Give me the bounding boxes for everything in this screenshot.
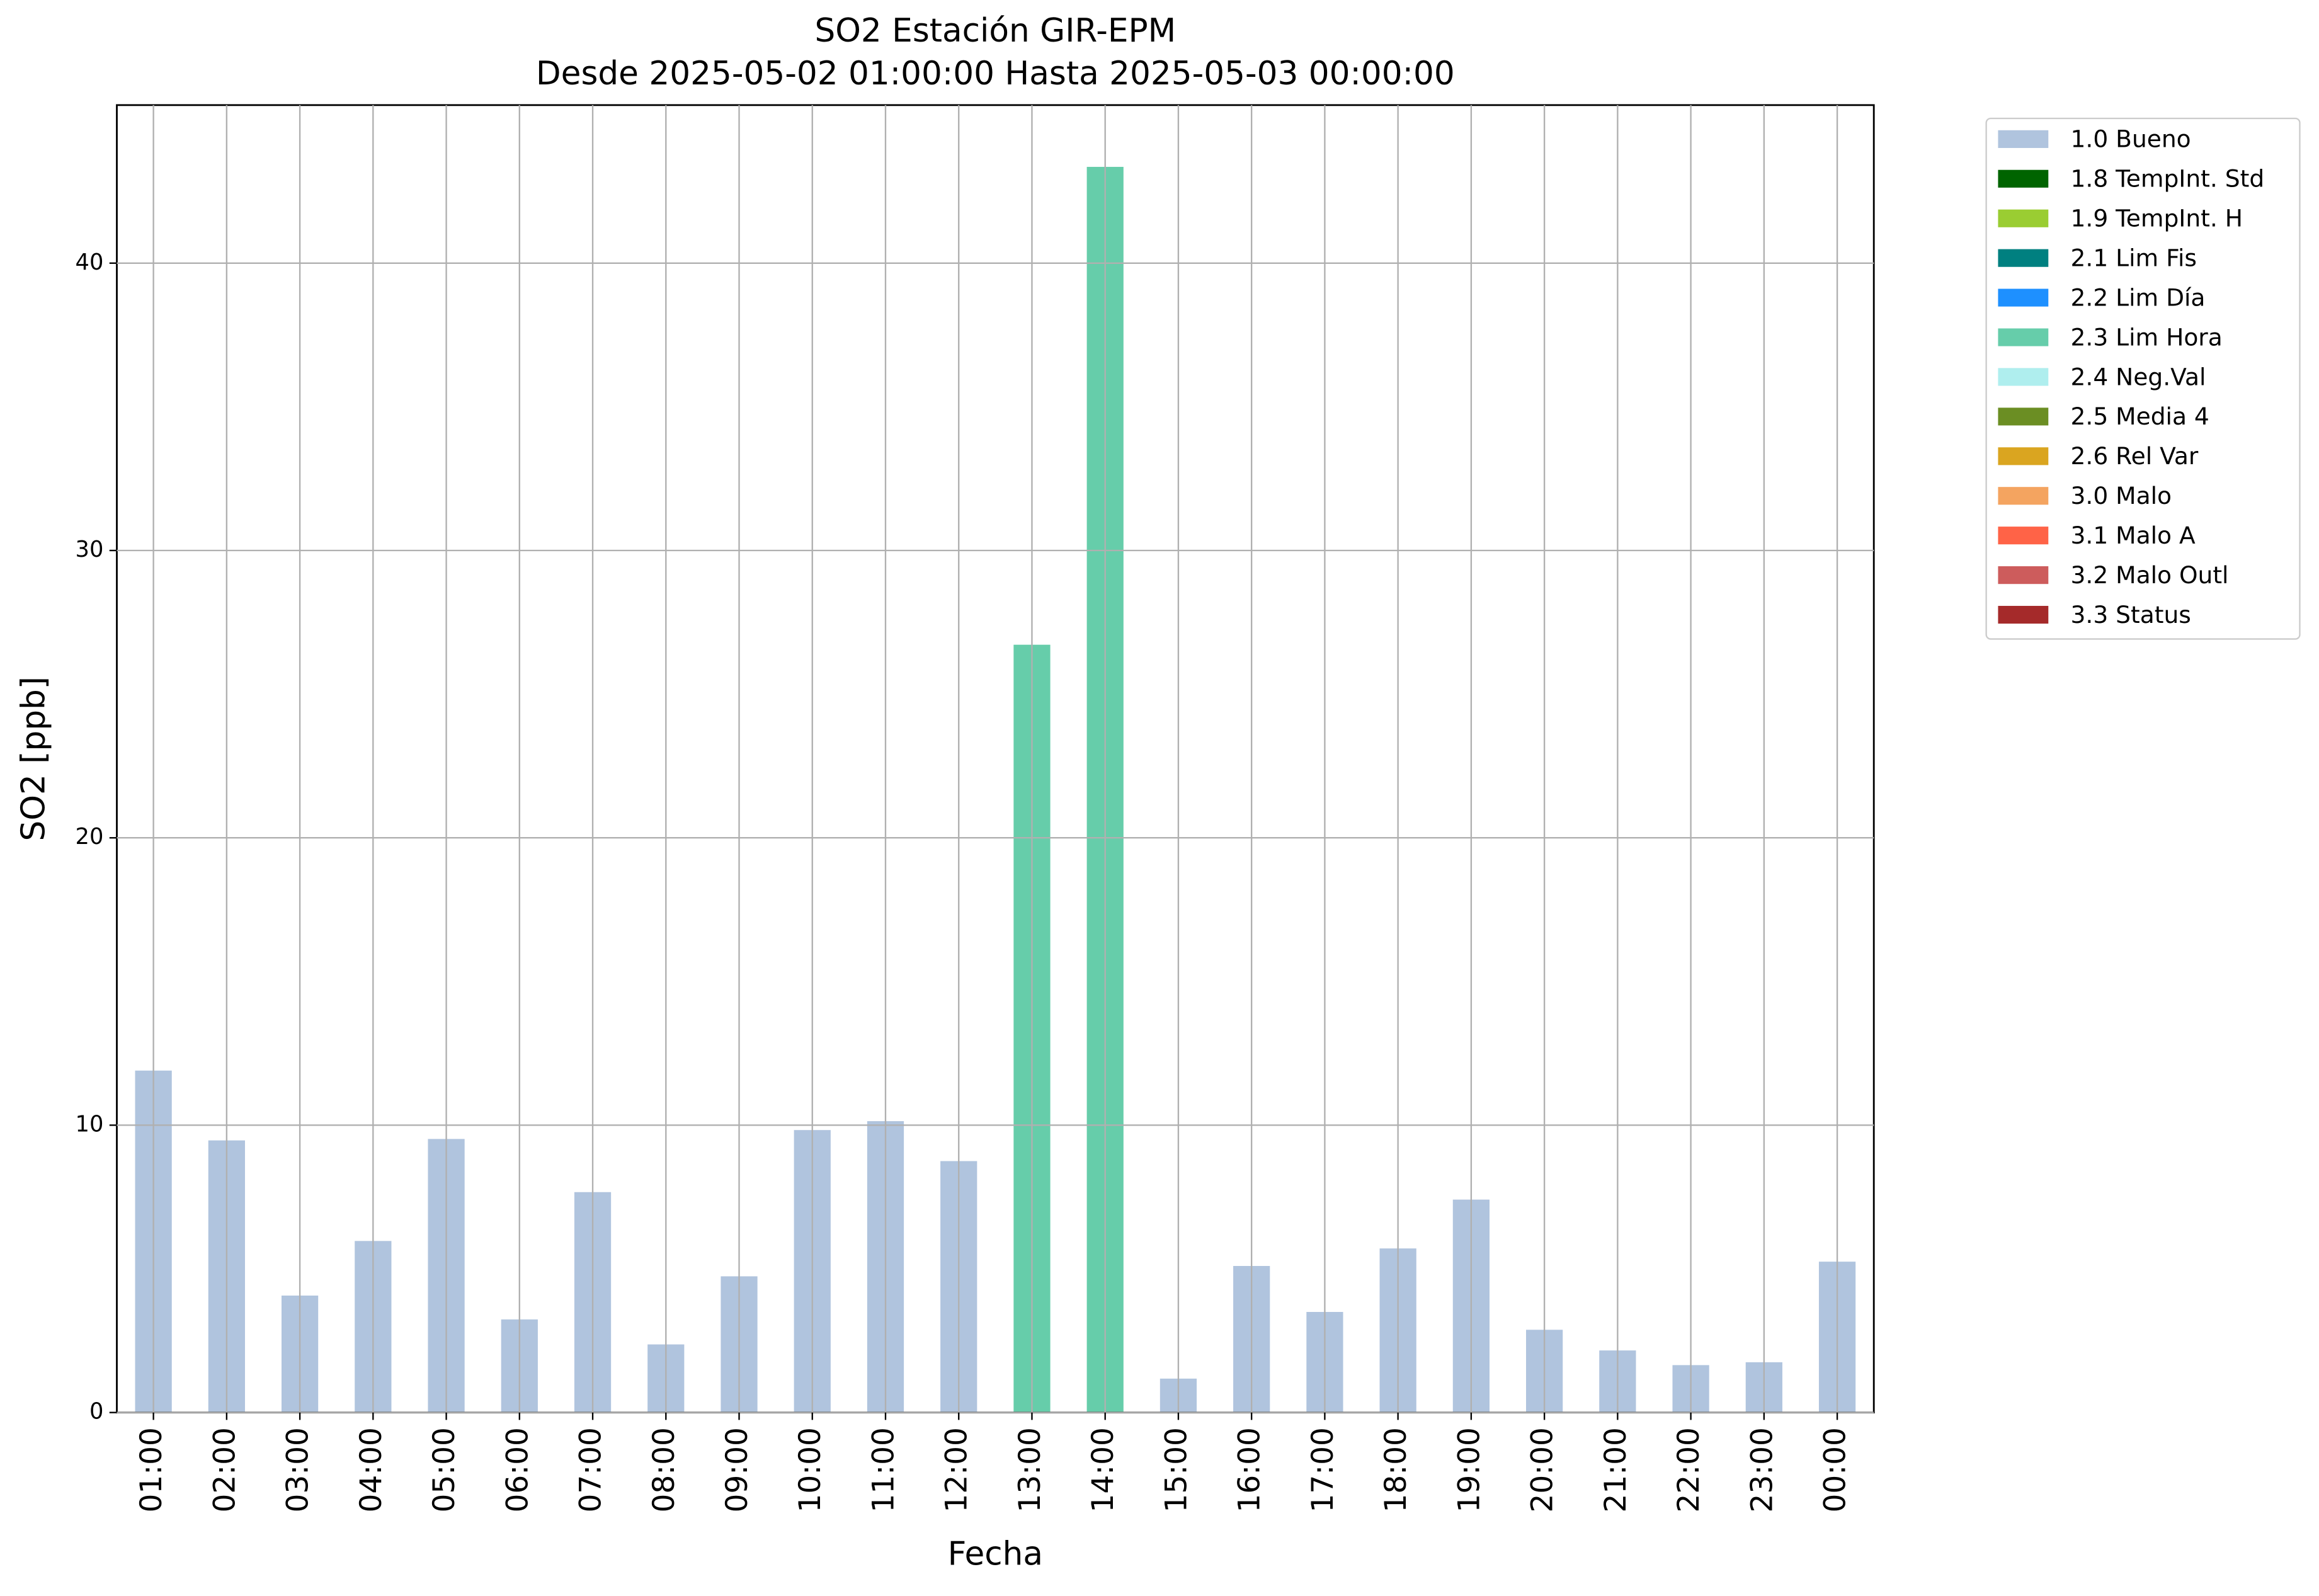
y-tick-label: 30 — [76, 537, 104, 562]
legend-label: 1.8 TempInt. Std — [2071, 165, 2265, 193]
legend-label: 3.2 Malo Outl — [2071, 561, 2229, 589]
legend-label: 3.3 Status — [2071, 601, 2191, 629]
x-tick-label: 18:00 — [1379, 1427, 1413, 1512]
chart-title: SO2 Estación GIR-EPM — [814, 12, 1176, 50]
x-tick-label: 12:00 — [940, 1427, 974, 1512]
legend-swatch — [1998, 605, 2049, 624]
x-tick-label: 13:00 — [1013, 1427, 1047, 1512]
grid — [117, 105, 1874, 1413]
legend-label: 1.9 TempInt. H — [2071, 205, 2243, 232]
legend-label: 2.1 Lim Fis — [2071, 244, 2197, 272]
x-tick-label: 06:00 — [500, 1427, 535, 1512]
x-tick-label: 21:00 — [1598, 1427, 1633, 1512]
x-tick-label: 19:00 — [1452, 1427, 1486, 1512]
legend-label: 2.5 Media 4 — [2071, 402, 2209, 430]
legend-swatch — [1998, 249, 2049, 267]
y-axis-label: SO2 [ppb] — [14, 676, 52, 841]
x-tick-label: 20:00 — [1525, 1427, 1560, 1512]
legend-label: 2.3 Lim Hora — [2071, 323, 2223, 351]
legend-swatch — [1998, 487, 2049, 505]
y-tick-label: 0 — [89, 1399, 103, 1425]
legend-swatch — [1998, 288, 2049, 307]
x-axis-label: Fecha — [948, 1535, 1043, 1573]
y-tick-label: 20 — [76, 824, 104, 850]
y-tick-label: 10 — [76, 1111, 104, 1137]
axes: 0 10 20 30 40 01:00 02:00 03:00 04:00 05:00 06:00 0… — [76, 249, 1853, 1513]
x-tick-label: 00:00 — [1818, 1427, 1853, 1512]
legend-label: 3.1 Malo A — [2071, 522, 2196, 549]
legend-swatch — [1998, 209, 2049, 227]
x-tick-label: 01:00 — [134, 1427, 169, 1512]
x-tick-label: 08:00 — [647, 1427, 681, 1512]
x-tick-label: 15:00 — [1159, 1427, 1194, 1512]
x-tick-label: 22:00 — [1672, 1427, 1706, 1512]
legend-swatch — [1998, 328, 2049, 346]
legend-swatch — [1998, 447, 2049, 465]
legend-swatch — [1998, 408, 2049, 426]
x-tick-label: 09:00 — [720, 1427, 755, 1512]
legend-swatch — [1998, 566, 2049, 584]
legend-label: 1.0 Bueno — [2071, 125, 2191, 153]
x-tick-label: 14:00 — [1086, 1427, 1120, 1512]
x-tick-label: 16:00 — [1233, 1427, 1267, 1512]
legend-label: 2.6 Rel Var — [2071, 442, 2199, 470]
legend-swatch — [1998, 368, 2049, 386]
x-tick-label: 03:00 — [281, 1427, 316, 1512]
y-tick-label: 40 — [76, 249, 104, 275]
legend-label: 2.4 Neg.Val — [2071, 363, 2206, 390]
x-tick-label: 23:00 — [1745, 1427, 1779, 1512]
legend-label: 3.0 Malo — [2071, 482, 2172, 510]
legend: 1.0 Bueno 1.8 TempInt. Std 1.9 TempInt. H 2… — [1998, 125, 2264, 629]
legend-box — [1985, 117, 2301, 640]
x-tick-label: 17:00 — [1306, 1427, 1340, 1512]
x-tick-label: 11:00 — [866, 1427, 901, 1512]
legend-label: 2.2 Lim Día — [2071, 283, 2206, 311]
x-tick-label: 07:00 — [574, 1427, 608, 1512]
x-tick-label: 05:00 — [427, 1427, 462, 1512]
legend-swatch — [1998, 130, 2049, 148]
x-tick-label: 02:00 — [207, 1427, 242, 1512]
x-tick-label: 10:00 — [793, 1427, 828, 1512]
legend-swatch — [1998, 169, 2049, 188]
x-tick-label: 04:00 — [354, 1427, 389, 1512]
chart-subtitle: Desde 2025-05-02 01:00:00 Hasta 2025-05-… — [536, 55, 1455, 93]
legend-swatch — [1998, 527, 2049, 545]
